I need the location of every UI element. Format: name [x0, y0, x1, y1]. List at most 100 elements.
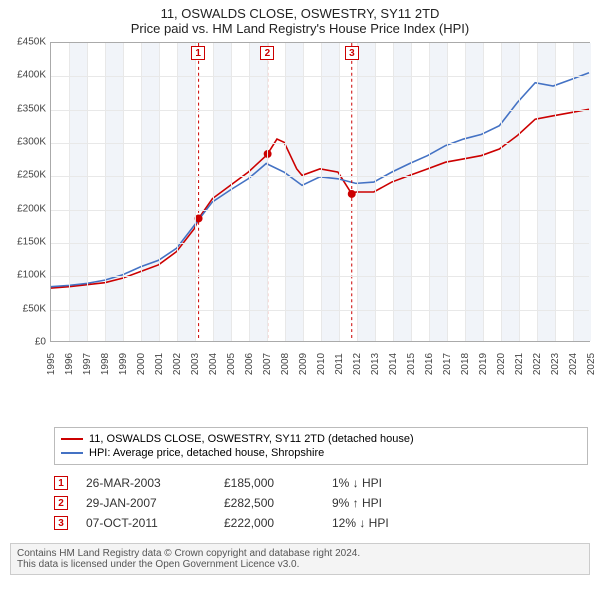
series-hpi — [51, 73, 589, 287]
x-tick-label: 2009 — [298, 353, 309, 375]
gridline-v — [213, 43, 214, 341]
y-tick-label: £50K — [23, 303, 46, 314]
title-line-1: 11, OSWALDS CLOSE, OSWESTRY, SY11 2TD — [0, 6, 600, 21]
x-tick-label: 2008 — [280, 353, 291, 375]
y-tick-label: £400K — [17, 70, 46, 81]
sale-hpi-delta: 12% ↓ HPI — [332, 516, 452, 530]
legend-item: HPI: Average price, detached house, Shro… — [61, 446, 581, 460]
title-block: 11, OSWALDS CLOSE, OSWESTRY, SY11 2TD Pr… — [0, 0, 600, 36]
gridline-v — [141, 43, 142, 341]
gridline-v — [249, 43, 250, 341]
legend-label: 11, OSWALDS CLOSE, OSWESTRY, SY11 2TD (d… — [89, 433, 414, 445]
x-tick-label: 2011 — [334, 353, 345, 375]
gridline-h — [51, 143, 589, 144]
x-tick-label: 2005 — [226, 353, 237, 375]
x-tick-label: 2021 — [514, 353, 525, 375]
gridline-v — [483, 43, 484, 341]
gridline-v — [375, 43, 376, 341]
x-tick-label: 2012 — [352, 353, 363, 375]
y-tick-label: £300K — [17, 137, 46, 148]
gridline-v — [87, 43, 88, 341]
sale-hpi-delta: 1% ↓ HPI — [332, 476, 452, 490]
x-tick-label: 2019 — [478, 353, 489, 375]
gridline-v — [195, 43, 196, 341]
gridline-v — [339, 43, 340, 341]
y-tick-label: £450K — [17, 37, 46, 48]
gridline-h — [51, 210, 589, 211]
x-tick-label: 2018 — [460, 353, 471, 375]
x-tick-label: 2000 — [136, 353, 147, 375]
x-tick-label: 1996 — [64, 353, 75, 375]
plot-svg — [51, 43, 589, 341]
x-tick-label: 2014 — [388, 353, 399, 375]
gridline-h — [51, 310, 589, 311]
gridline-v — [267, 43, 268, 341]
footer-line-2: This data is licensed under the Open Gov… — [17, 559, 583, 570]
x-tick-label: 2023 — [550, 353, 561, 375]
title-line-2: Price paid vs. HM Land Registry's House … — [0, 21, 600, 36]
sales-table: 1 26-MAR-2003 £185,000 1% ↓ HPI 2 29-JAN-2007… — [54, 473, 588, 533]
gridline-v — [303, 43, 304, 341]
gridline-v — [231, 43, 232, 341]
x-axis: 1995199619971998199920002001200220032004… — [50, 342, 590, 382]
x-tick-label: 1998 — [100, 353, 111, 375]
gridline-v — [177, 43, 178, 341]
sale-dot — [348, 190, 356, 198]
legend-label: HPI: Average price, detached house, Shro… — [89, 447, 324, 459]
legend: 11, OSWALDS CLOSE, OSWESTRY, SY11 2TD (d… — [54, 427, 588, 465]
y-tick-label: £200K — [17, 203, 46, 214]
gridline-v — [69, 43, 70, 341]
sale-price: £185,000 — [224, 476, 314, 490]
x-tick-label: 2020 — [496, 353, 507, 375]
sale-row: 1 26-MAR-2003 £185,000 1% ↓ HPI — [54, 473, 588, 493]
sale-number-box: 1 — [54, 476, 68, 490]
sale-marker-box: 3 — [345, 46, 359, 60]
x-tick-label: 1995 — [46, 353, 57, 375]
footer-attribution: Contains HM Land Registry data © Crown c… — [10, 543, 590, 575]
x-tick-label: 2002 — [172, 353, 183, 375]
x-tick-label: 2007 — [262, 353, 273, 375]
sale-number-box: 3 — [54, 516, 68, 530]
gridline-v — [159, 43, 160, 341]
sale-marker-box: 1 — [191, 46, 205, 60]
gridline-v — [321, 43, 322, 341]
sale-hpi-delta: 9% ↑ HPI — [332, 496, 452, 510]
gridline-v — [411, 43, 412, 341]
y-tick-label: £150K — [17, 237, 46, 248]
gridline-h — [51, 176, 589, 177]
gridline-v — [429, 43, 430, 341]
sale-number-box: 2 — [54, 496, 68, 510]
y-tick-label: £350K — [17, 103, 46, 114]
gridline-h — [51, 243, 589, 244]
sale-row: 2 29-JAN-2007 £282,500 9% ↑ HPI — [54, 493, 588, 513]
gridline-v — [537, 43, 538, 341]
gridline-v — [447, 43, 448, 341]
sale-marker-box: 2 — [260, 46, 274, 60]
x-tick-label: 1999 — [118, 353, 129, 375]
y-tick-label: £0 — [35, 337, 46, 348]
x-tick-label: 2024 — [568, 353, 579, 375]
x-tick-label: 2025 — [586, 353, 597, 375]
gridline-v — [285, 43, 286, 341]
gridline-v — [555, 43, 556, 341]
sale-date: 29-JAN-2007 — [86, 496, 206, 510]
x-tick-label: 2022 — [532, 353, 543, 375]
series-property — [51, 109, 589, 288]
gridline-v — [393, 43, 394, 341]
footer-line-1: Contains HM Land Registry data © Crown c… — [17, 548, 583, 559]
sale-date: 26-MAR-2003 — [86, 476, 206, 490]
x-tick-label: 2003 — [190, 353, 201, 375]
gridline-h — [51, 76, 589, 77]
x-tick-label: 2016 — [424, 353, 435, 375]
sale-price: £282,500 — [224, 496, 314, 510]
chart: £0£50K£100K£150K£200K£250K£300K£350K£400… — [8, 42, 592, 382]
x-tick-label: 2006 — [244, 353, 255, 375]
gridline-h — [51, 110, 589, 111]
gridline-h — [51, 276, 589, 277]
y-tick-label: £250K — [17, 170, 46, 181]
gridline-v — [105, 43, 106, 341]
x-tick-label: 2013 — [370, 353, 381, 375]
legend-item: 11, OSWALDS CLOSE, OSWESTRY, SY11 2TD (d… — [61, 432, 581, 446]
x-tick-label: 1997 — [82, 353, 93, 375]
x-tick-label: 2010 — [316, 353, 327, 375]
